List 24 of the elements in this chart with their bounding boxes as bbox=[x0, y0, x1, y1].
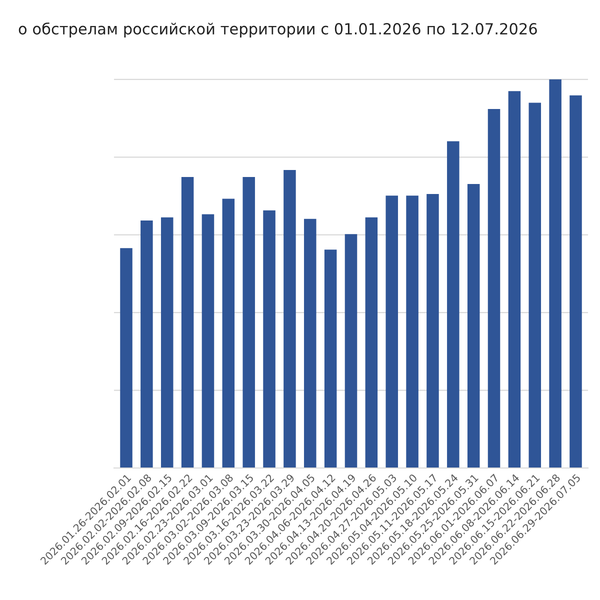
bar bbox=[528, 102, 542, 468]
chart-title: о обстрелам российской территории с 01.01.2026 по 12.07.2026 bbox=[18, 22, 537, 38]
bar bbox=[406, 196, 418, 468]
bar bbox=[222, 198, 235, 468]
bar bbox=[160, 217, 174, 468]
bar bbox=[467, 184, 480, 468]
bar bbox=[120, 248, 132, 468]
bar bbox=[508, 91, 521, 468]
bar bbox=[181, 176, 194, 468]
bar bbox=[324, 250, 337, 468]
bar bbox=[426, 194, 439, 468]
bar bbox=[140, 220, 153, 468]
bar bbox=[242, 176, 255, 468]
bar bbox=[365, 217, 378, 468]
bar bbox=[386, 196, 398, 468]
bar bbox=[284, 170, 296, 468]
bar bbox=[304, 218, 316, 468]
bar bbox=[202, 214, 214, 468]
bar bbox=[344, 234, 358, 468]
bar bbox=[263, 210, 276, 468]
bar bbox=[549, 79, 562, 468]
bar bbox=[570, 95, 582, 468]
bar bbox=[447, 141, 460, 468]
bar bbox=[488, 108, 500, 468]
